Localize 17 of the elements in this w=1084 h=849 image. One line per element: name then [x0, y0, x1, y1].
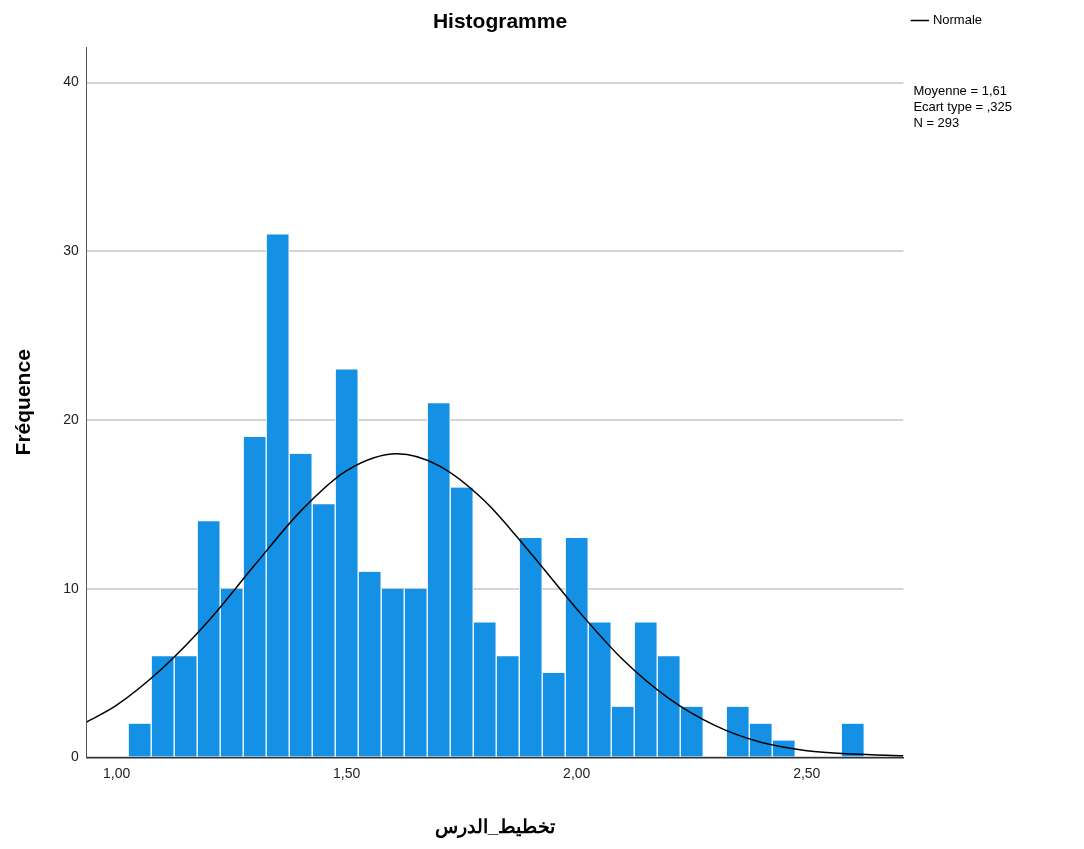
line-series — [86, 453, 904, 757]
text: N = 293 — [913, 115, 960, 131]
y-axis-title: Fréquence — [11, 349, 35, 456]
y-tick-label: 40 — [63, 73, 79, 90]
x-tick-label: 2,50 — [793, 764, 821, 781]
text: Moyenne = 1,61 — [913, 83, 1007, 99]
chart-title: Histogramme — [432, 9, 568, 33]
text: Ecart type = ,325 — [913, 99, 1013, 115]
legend-label: Normale — [932, 12, 982, 28]
x-axis-title: تخطيط_الدرس — [434, 815, 556, 838]
y-tick-label: 30 — [63, 242, 79, 259]
x-tick-label: 1,50 — [333, 764, 361, 781]
y-tick-label: 0 — [70, 748, 79, 765]
x-tick-label: 2,00 — [563, 764, 591, 781]
x-tick-label: 1,00 — [103, 764, 131, 781]
y-tick-label: 20 — [63, 410, 79, 427]
y-tick-label: 10 — [63, 579, 79, 596]
